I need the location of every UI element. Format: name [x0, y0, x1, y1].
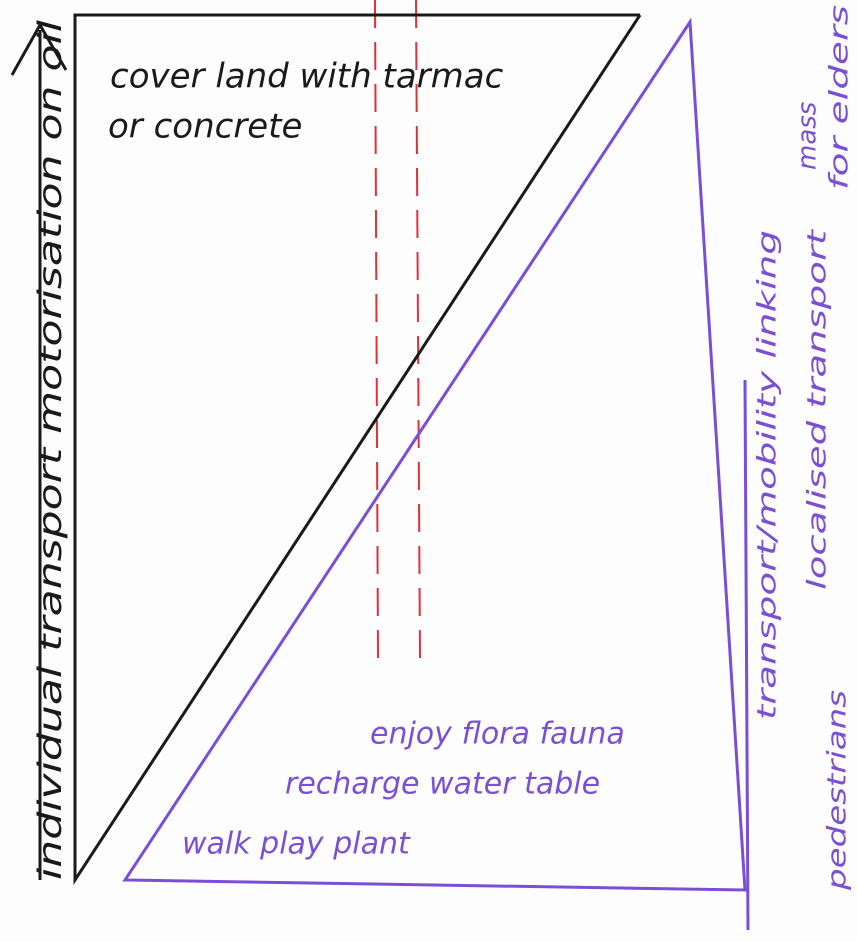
right-label: for elders	[825, 5, 855, 190]
right-label: pedestrians	[823, 690, 853, 891]
diagram: individual transport motorisation on oil…	[0, 0, 857, 941]
purple-label: enjoy flora fauna	[370, 717, 625, 752]
black-label: or concrete	[108, 107, 302, 147]
right-label: mass	[793, 102, 823, 170]
page: individual transport motorisation on oil…	[0, 0, 857, 941]
right-label: localised transport	[803, 229, 833, 590]
black-label: cover land with tarmac	[110, 57, 504, 97]
right-label: transport/mobility linking	[753, 230, 783, 720]
left-axis-label: individual transport motorisation on oil	[31, 20, 69, 880]
purple-label: walk play plant	[182, 827, 411, 862]
purple-label: recharge water table	[285, 767, 600, 802]
